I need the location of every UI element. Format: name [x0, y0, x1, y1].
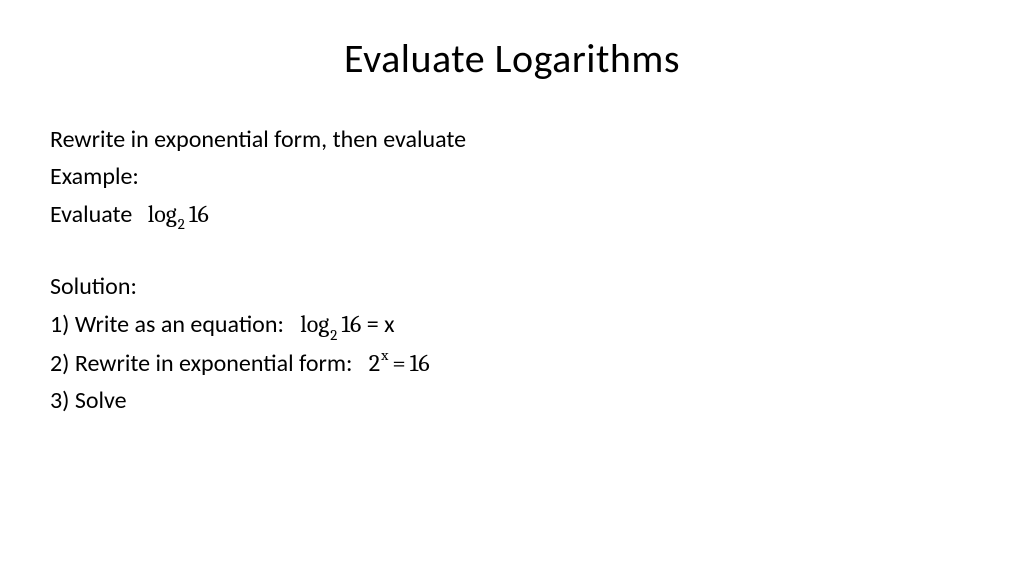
- spacer: [50, 236, 974, 270]
- exp-base: 2: [369, 349, 380, 377]
- step2-text: 2) Rewrite in exponential form:: [50, 349, 352, 378]
- slide-title: Evaluate Logarithms: [50, 34, 974, 83]
- log-expression: log216: [148, 197, 209, 235]
- intro-text: Rewrite in exponential form, then evalua…: [50, 123, 974, 158]
- exp-eq: =: [392, 349, 405, 377]
- exp-sup: x: [381, 346, 388, 364]
- step-1: 1) Write as an equation: log216 = x: [50, 307, 974, 345]
- log-base-2: 2: [330, 326, 337, 344]
- evaluate-line: Evaluate log216: [50, 197, 974, 235]
- log-arg: 16: [189, 200, 209, 228]
- step-3: 3) Solve: [50, 384, 974, 419]
- step1-text: 1) Write as an equation:: [50, 310, 284, 339]
- slide-body: Rewrite in exponential form, then evalua…: [50, 123, 974, 419]
- log-base: 2: [178, 215, 185, 233]
- exp-rhs: 16: [410, 349, 430, 377]
- step1-log: log216: [300, 307, 361, 345]
- evaluate-label: Evaluate: [50, 200, 132, 229]
- log-fn: log: [148, 200, 177, 228]
- solution-label: Solution:: [50, 270, 974, 305]
- step-2: 2) Rewrite in exponential form: 2x=16: [50, 346, 974, 382]
- log-fn-2: log: [300, 310, 329, 338]
- log-arg-2: 16: [341, 310, 361, 338]
- example-label: Example:: [50, 160, 974, 195]
- step2-exp: 2x=16: [369, 346, 430, 381]
- step1-rhs: = x: [367, 310, 395, 339]
- slide: Evaluate Logarithms Rewrite in exponenti…: [0, 0, 1024, 576]
